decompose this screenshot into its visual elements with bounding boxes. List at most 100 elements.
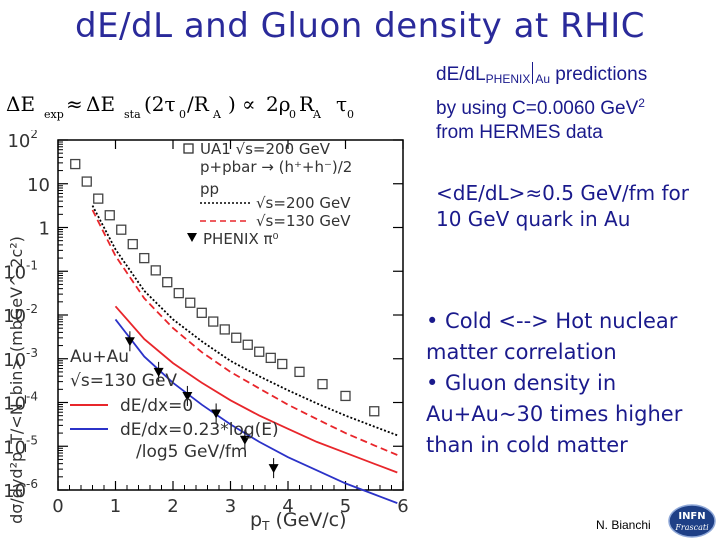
pred-c: predictions xyxy=(550,64,648,85)
legend-ua1-marker xyxy=(183,143,194,154)
author-name: N. Bianchi xyxy=(596,518,651,532)
ua1-point xyxy=(294,366,305,378)
x-tick-label-1: 1 xyxy=(110,496,121,517)
legend-ua1-line2: p+pbar → (h⁺+h⁻)/2 xyxy=(200,158,352,176)
phenix-point xyxy=(268,464,279,474)
pred-a-sub: PHENIX xyxy=(485,72,531,86)
series-curve-5 xyxy=(114,318,398,504)
x-tick-labels: 0 1 2 3 4 5 6 xyxy=(52,496,408,517)
formula-rhs1-sub: sta xyxy=(124,108,141,121)
phenix-point xyxy=(182,391,193,401)
legend-system: Au+Au xyxy=(70,347,129,367)
formula-rhs1: ΔE xyxy=(86,92,115,116)
pred-line2: by using C=0.0060 GeV xyxy=(436,98,639,119)
y-tick-label: 10-2 xyxy=(3,302,38,327)
axis-ticks xyxy=(57,139,404,491)
chart-curves xyxy=(91,205,398,504)
mean-energy-loss-text: <dE/dL>≈0.5 GeV/fm for 10 GeV quark in A… xyxy=(436,180,689,232)
svg-text:Frascati: Frascati xyxy=(674,523,709,532)
formula-paren-sub2: A xyxy=(212,108,222,121)
bullet-gluon-density: • Gluon density in Au+Au~30 times higher… xyxy=(426,371,683,457)
ua1-point xyxy=(70,158,81,170)
ua1-point xyxy=(185,297,196,308)
legend-blue: dE/dx=0.23*log(E) xyxy=(120,420,279,440)
ua1-point xyxy=(93,193,104,204)
svg-text:ΔE: ΔE xyxy=(6,92,35,116)
energy-loss-formula: ΔE exp ≈ ΔE sta (2τ 0 /R A ) ∝ 2ρ 0 R A … xyxy=(6,92,354,121)
ua1-point xyxy=(317,378,328,390)
ua1-point xyxy=(219,324,230,335)
ua1-point xyxy=(340,390,351,402)
legend-energy: √s=130 GeV xyxy=(70,371,177,391)
ua1-point xyxy=(231,332,242,343)
legend-pp: pp xyxy=(200,180,219,198)
legend-phenix: PHENIX π⁰ xyxy=(203,230,279,248)
ua1-point xyxy=(277,358,288,370)
formula-rhs2-sub: 0 xyxy=(289,108,296,121)
ua1-point xyxy=(116,224,127,235)
chart-markers xyxy=(70,158,380,479)
series-curve-4 xyxy=(114,305,398,474)
formula-paren-rest: /R xyxy=(187,92,210,116)
ua1-point xyxy=(208,316,219,327)
formula-rhs2: 2ρ xyxy=(266,92,290,116)
y-axis-label: dσ/dyd²p_T/<N_bin> (mbGeV^-2c²) xyxy=(7,236,27,524)
ua1-point xyxy=(196,307,207,318)
x-axis-label: pT (GeV/c) xyxy=(250,509,347,533)
ua1-point xyxy=(150,265,161,276)
formula-tau: τ xyxy=(336,92,347,116)
ua1-point xyxy=(162,277,173,288)
ua1-point xyxy=(104,210,115,221)
legend-top: UA1 √s=200 GeV p+pbar → (h⁺+h⁻)/2 pp √s=… xyxy=(183,140,352,248)
legend-phenix-marker xyxy=(187,233,197,242)
formula-lhs: ΔE xyxy=(6,92,35,116)
formula-r: R xyxy=(299,92,315,116)
ua1-point xyxy=(254,346,265,357)
phenix-point xyxy=(211,409,222,419)
formula-approx: ≈ xyxy=(66,92,83,116)
formula-paren-sub: 0 xyxy=(179,108,186,121)
y-tick-label: 10-3 xyxy=(3,346,38,371)
infn-frascati-logo: INFN Frascati xyxy=(668,504,716,538)
mean-line1: <dE/dL>≈0.5 GeV/fm for xyxy=(436,181,689,205)
mean-line2: 10 GeV quark in Au xyxy=(436,207,631,231)
legend-ua1: UA1 √s=200 GeV xyxy=(200,140,331,158)
bullet-cold-hot: • Cold <--> Hot nuclear matter correlati… xyxy=(426,309,678,364)
x-tick-label-3: 3 xyxy=(225,496,236,517)
ua1-point xyxy=(369,406,380,417)
y-tick-labels: 102 10 110-1 10-2 10-3 10-4 10-5 10-6 xyxy=(3,130,50,502)
x-tick-label-0: 0 xyxy=(52,496,63,517)
legend-blue-2: /log5 GeV/fm xyxy=(136,442,247,462)
x-tick-label-4: 4 xyxy=(282,496,293,517)
y-tick-label: 1 xyxy=(39,219,50,240)
pred-line2-sup: 2 xyxy=(638,96,645,110)
x-tick-label-2: 2 xyxy=(167,496,178,517)
phenix-point xyxy=(124,337,135,347)
ua1-point xyxy=(127,238,138,250)
ua1-point xyxy=(242,339,253,350)
phenix-point xyxy=(239,435,250,445)
slide-title: dE/dL and Gluon density at RHIC xyxy=(74,6,646,46)
legend-red: dE/dx=0 xyxy=(120,396,193,416)
legend-bottom: Au+Au √s=130 GeV dE/dx=0 dE/dx=0.23*log(… xyxy=(70,347,279,462)
legend-pp200: √s=200 GeV xyxy=(256,194,351,212)
legend-pp130: √s=130 GeV xyxy=(256,212,351,230)
y-tick-label: 10-5 xyxy=(3,433,38,458)
phenix-point xyxy=(153,367,164,377)
x-tick-label-5: 5 xyxy=(340,496,351,517)
formula-tau-sub: 0 xyxy=(347,108,354,121)
y-tick-label: 10-4 xyxy=(3,390,38,415)
pred-a: dE/dL xyxy=(436,64,486,85)
formula-close: ) xyxy=(228,92,236,116)
ua1-point xyxy=(265,352,276,364)
predictions-text: dE/dLPHENIX Au predictions by using C=0.0… xyxy=(436,62,647,145)
y-tick-label: 102 xyxy=(7,130,38,152)
series-curve-3 xyxy=(91,209,398,456)
formula-r-sub: A xyxy=(312,108,322,121)
formula-paren: (2τ xyxy=(144,92,176,116)
pred-b: Au xyxy=(535,72,551,86)
pred-line3: from HERMES data xyxy=(436,122,603,143)
formula-lhs-sub: exp xyxy=(44,108,64,121)
formula-prop: ∝ xyxy=(242,92,256,116)
